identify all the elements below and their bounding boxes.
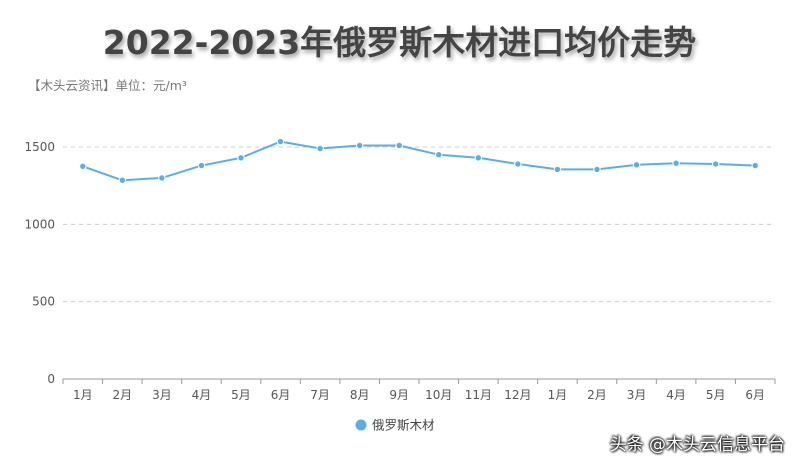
y-tick-label: 0 [47,372,55,386]
data-point [79,162,87,171]
x-tick-label: 4月 [666,388,686,402]
y-tick-label: 1500 [24,140,55,154]
data-point [514,160,522,168]
x-tick-label: 12月 [504,388,531,402]
x-tick-label: 1月 [73,388,93,402]
series-line [82,140,756,182]
x-tick-label: 6月 [271,388,291,402]
data-point [395,141,403,150]
chart-title: 2022-2023年俄罗斯木材进口均价走势 [102,23,697,62]
data-point [711,160,720,168]
source-unit-note: 【木头云资讯】单位：元/m³ [28,78,187,93]
x-tick-label: 2月 [587,388,607,402]
x-tick-label: 6月 [745,388,765,402]
x-tick-label: 9月 [389,388,409,402]
x-tick-label: 8月 [350,388,370,402]
x-tick-label: 3月 [627,388,647,402]
data-point [435,151,443,159]
data-point [672,159,680,167]
x-tick-label: 3月 [152,388,172,402]
data-point [553,165,562,174]
x-tick-label: 10月 [425,388,452,402]
data-point [355,141,364,150]
data-point [632,161,641,169]
data-point [237,154,245,162]
x-tick-label: 1月 [548,388,568,402]
x-tick-label: 5月 [706,388,726,402]
x-tick-label: 5月 [231,388,251,402]
y-tick-label: 500 [32,295,55,309]
watermark: 头条 @木头云信息平台 [609,435,785,455]
data-point [474,154,483,162]
data-point [751,161,759,170]
data-point [276,137,285,146]
x-tick-label: 11月 [465,388,492,402]
data-point [316,144,324,153]
data-point [593,165,601,174]
x-tick-label: 7月 [310,388,330,402]
data-point [158,174,166,182]
x-tick-label: 2月 [113,388,133,402]
data-point [118,176,127,184]
legend-marker [355,419,367,431]
y-tick-label: 1000 [24,217,55,231]
legend-label: 俄罗斯木材 [372,418,435,433]
data-point [197,161,206,170]
x-tick-label: 4月 [192,388,212,402]
